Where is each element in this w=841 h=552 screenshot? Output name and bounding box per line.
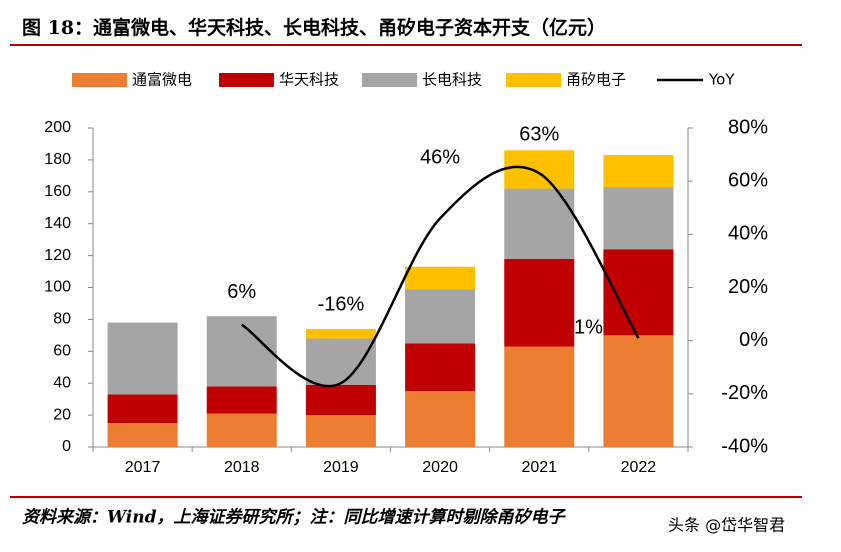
y-tick-label: 180 <box>44 151 71 168</box>
value-label: -16% <box>318 293 365 315</box>
value-label: 1% <box>574 316 603 338</box>
bar <box>206 386 277 414</box>
y2-tick-label: 0% <box>739 329 768 351</box>
bar <box>603 187 674 250</box>
bar <box>305 328 376 339</box>
bar <box>603 155 674 188</box>
x-tick-label: 2017 <box>125 459 161 476</box>
y-tick-label: 100 <box>44 279 71 296</box>
y2-tick-label: -40% <box>721 435 768 457</box>
bar <box>504 258 575 347</box>
legend-label: 华天科技 <box>279 71 339 89</box>
bar <box>504 150 575 189</box>
x-tick-label: 2022 <box>621 459 657 476</box>
bar <box>107 322 178 395</box>
y2-tick-label: 80% <box>728 116 768 138</box>
y2-tick-label: -20% <box>721 382 768 404</box>
legend-label: 通富微电 <box>132 71 192 89</box>
line <box>241 165 640 388</box>
legend-label: 长电科技 <box>422 71 482 89</box>
y2-tick-label: 20% <box>728 276 768 298</box>
y-tick-label: 80 <box>53 311 71 328</box>
y2-tick-label: 40% <box>728 223 768 245</box>
bar <box>305 415 376 447</box>
bar <box>305 338 376 385</box>
y-tick-label: 40 <box>53 374 71 391</box>
bar <box>107 423 178 447</box>
y-tick-label: 60 <box>53 343 71 360</box>
bar <box>504 188 575 259</box>
y-tick-label: 0 <box>62 438 71 455</box>
bar <box>107 394 178 424</box>
legend-swatch <box>362 73 417 87</box>
bar <box>603 335 674 447</box>
source-note: 资料来源：Wind，上海证券研究所；注：同比增速计算时剔除甬矽电子 <box>22 508 566 528</box>
legend-label: YoY <box>708 71 735 89</box>
x-tick-label: 2019 <box>323 459 359 476</box>
bar <box>405 289 476 344</box>
legend-swatch <box>72 73 127 87</box>
y2-tick-label: 60% <box>728 169 768 191</box>
chart-title: 图 18：通富微电、华天科技、长电科技、甬矽电子资本开支（亿元） <box>22 16 606 39</box>
x-tick-label: 2020 <box>422 459 458 476</box>
y-tick-label: 120 <box>44 247 71 264</box>
bar <box>206 413 277 447</box>
watermark: 头条 @岱华智君 <box>668 516 785 535</box>
legend-swatch <box>219 73 274 87</box>
bar <box>305 384 376 416</box>
value-label: 6% <box>227 281 256 303</box>
value-label: 46% <box>420 147 460 169</box>
y-tick-label: 20 <box>53 406 71 423</box>
y-tick-label: 140 <box>44 215 71 232</box>
bar <box>405 343 476 392</box>
x-tick-label: 2021 <box>521 459 557 476</box>
value-label: 63% <box>519 123 559 145</box>
bar <box>504 346 575 447</box>
y-tick-label: 160 <box>44 183 71 200</box>
bar <box>405 391 476 447</box>
legend-label: 甬矽电子 <box>566 71 626 89</box>
bar <box>206 316 277 387</box>
x-tick-label: 2018 <box>224 459 260 476</box>
legend-swatch <box>506 73 561 87</box>
bar <box>405 266 476 290</box>
y-tick-label: 200 <box>44 119 71 136</box>
